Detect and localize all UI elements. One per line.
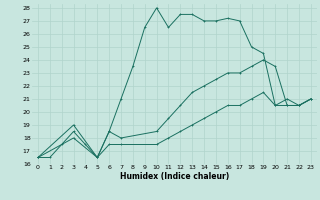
X-axis label: Humidex (Indice chaleur): Humidex (Indice chaleur) <box>120 172 229 181</box>
